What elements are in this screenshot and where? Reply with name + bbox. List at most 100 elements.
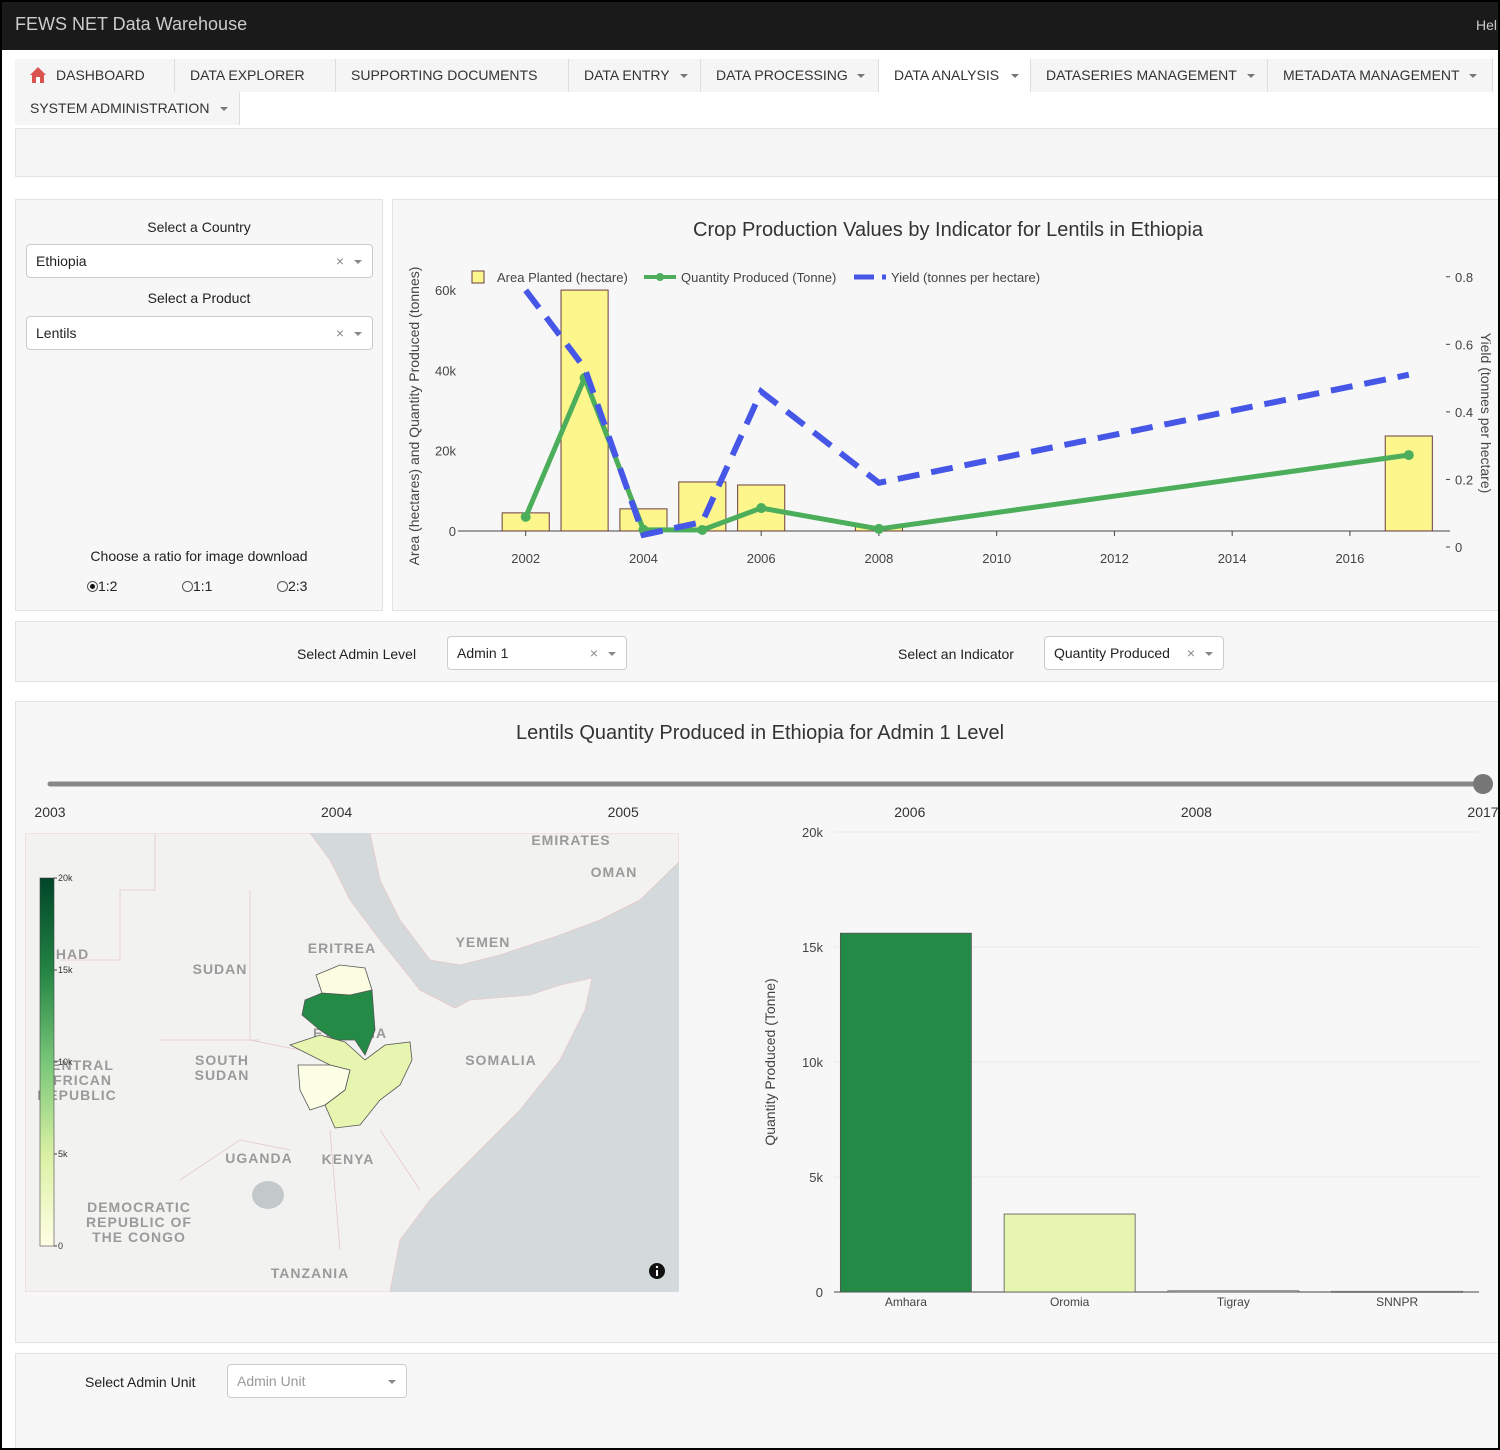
country-dropdown[interactable]: Ethiopia × bbox=[26, 244, 373, 278]
x-tick-label: 2002 bbox=[511, 551, 540, 566]
nav-tab[interactable]: DATA PROCESSING bbox=[701, 59, 879, 92]
x-tick-label: 2006 bbox=[747, 551, 776, 566]
colorbar-tick-label: 10k bbox=[58, 1057, 73, 1067]
ratio-option-label: 1:1 bbox=[193, 578, 213, 594]
map-label: REPUBLIC bbox=[37, 1087, 117, 1103]
y2-tick-label: 0.6 bbox=[1455, 337, 1473, 352]
y-tick-label: 40k bbox=[435, 363, 456, 378]
x-tick-label: Tigray bbox=[1217, 1295, 1250, 1309]
country-label: Select a Country bbox=[147, 219, 251, 235]
nav-tab-label: DATA PROCESSING bbox=[716, 67, 848, 83]
caret-icon bbox=[354, 260, 362, 264]
y-axis-title: Area (hectares) and Quantity Produced (t… bbox=[406, 267, 422, 566]
x-tick-label: 2012 bbox=[1100, 551, 1129, 566]
app-title[interactable]: FEWS NET Data Warehouse bbox=[15, 14, 248, 34]
ratio-option-label: 2:3 bbox=[288, 578, 308, 594]
slider-step-label: 2005 bbox=[608, 804, 639, 820]
product-dropdown[interactable]: Lentils × bbox=[26, 316, 373, 350]
x-tick-label: 2004 bbox=[629, 551, 658, 566]
nav-tab[interactable]: DASHBOARD bbox=[15, 59, 175, 92]
map-label: REPUBLIC OF bbox=[86, 1214, 192, 1230]
caret-icon bbox=[857, 74, 865, 78]
radio-button[interactable] bbox=[277, 581, 288, 592]
map-label: THE CONGO bbox=[92, 1229, 186, 1245]
nav-tab-label: SYSTEM ADMINISTRATION bbox=[30, 100, 210, 116]
nav-tab-active[interactable]: DATA ANALYSIS bbox=[879, 59, 1031, 92]
caret-icon bbox=[1205, 652, 1213, 656]
controls-panel: Select a Country Ethiopia × Select a Prod… bbox=[15, 199, 383, 611]
caret-icon bbox=[1469, 74, 1477, 78]
y2-tick-label: 0.8 bbox=[1455, 270, 1473, 285]
legend-marker bbox=[656, 273, 664, 281]
map-land bbox=[25, 833, 593, 1292]
nav-tab[interactable]: DATA ENTRY bbox=[569, 59, 701, 92]
map-label: EMIRATES bbox=[531, 832, 610, 848]
chart-title: Crop Production Values by Indicator for … bbox=[693, 219, 1204, 241]
info-glyph bbox=[655, 1265, 659, 1269]
help-link[interactable]: Help bbox=[1476, 17, 1500, 33]
marker bbox=[697, 524, 708, 535]
ratio-option[interactable]: 1:2 bbox=[87, 578, 117, 594]
legend-swatch bbox=[471, 270, 485, 284]
map-label: CENTRAL bbox=[40, 1057, 114, 1073]
admin-unit-dropdown[interactable]: Admin Unit bbox=[227, 1364, 407, 1398]
admin-level-dropdown[interactable]: Admin 1 × bbox=[447, 636, 627, 670]
map-label: SOMALIA bbox=[465, 1052, 537, 1068]
x-tick-label: 2014 bbox=[1218, 551, 1247, 566]
colorbar-tick-label: 5k bbox=[58, 1149, 68, 1159]
nav-tab[interactable]: DATA EXPLORER bbox=[175, 59, 336, 92]
ratio-option[interactable]: 2:3 bbox=[277, 578, 307, 594]
caret-icon bbox=[1247, 74, 1255, 78]
bar bbox=[1003, 1213, 1136, 1293]
nav-tab[interactable]: DATASERIES MANAGEMENT bbox=[1031, 59, 1268, 92]
clear-icon: × bbox=[589, 645, 598, 661]
nav-tab-label: DATA ANALYSIS bbox=[894, 67, 1000, 83]
ratio-option[interactable]: 1:1 bbox=[182, 578, 212, 594]
radio-button[interactable] bbox=[87, 581, 98, 592]
map-label: YEMEN bbox=[456, 934, 511, 950]
line bbox=[523, 288, 1410, 539]
colorbar-tick-label: 0 bbox=[58, 1241, 63, 1251]
caret-icon bbox=[388, 1380, 396, 1384]
map-region bbox=[297, 1064, 351, 1111]
home-icon bbox=[30, 67, 46, 83]
y2-tick-label: 0.4 bbox=[1455, 405, 1473, 420]
map-label: ERITREA bbox=[308, 940, 376, 956]
filters-panel: Select Admin Level Admin 1 × Select an In… bbox=[15, 621, 1500, 682]
indicator-dropdown[interactable]: Quantity Produced × bbox=[1044, 636, 1224, 670]
x-tick-label: 2010 bbox=[982, 551, 1011, 566]
dropdown-value: Quantity Produced bbox=[1054, 645, 1170, 661]
slider-step-label: 2017 bbox=[1467, 804, 1498, 820]
ratio-option-label: 1:2 bbox=[98, 578, 118, 594]
admin-unit-panel: Select Admin Unit Admin Unit bbox=[15, 1353, 1500, 1450]
map-borders bbox=[60, 833, 421, 1251]
nav-tab[interactable]: METADATA MANAGEMENT bbox=[1268, 59, 1493, 92]
radio-button[interactable] bbox=[182, 581, 193, 592]
bar bbox=[1331, 1290, 1464, 1293]
legend-label: Yield (tonnes per hectare) bbox=[891, 270, 1040, 285]
slider-handle[interactable] bbox=[1473, 774, 1493, 794]
y2-axis-title: Yield (tonnes per hectare) bbox=[1478, 333, 1494, 494]
y-axis-title: Quantity Produced (Tonne) bbox=[762, 978, 778, 1145]
map[interactable]: EMIRATESOMANYEMENERITREASUDANETHIOPIASOU… bbox=[25, 832, 679, 1292]
map-land bbox=[369, 833, 679, 966]
admin-unit-label: Select Admin Unit bbox=[85, 1374, 196, 1390]
dropdown-placeholder: Admin Unit bbox=[237, 1373, 306, 1389]
nav-tab[interactable]: SUPPORTING DOCUMENTS bbox=[336, 59, 569, 92]
y2-tick-label: 0 bbox=[1455, 540, 1462, 555]
caret-icon bbox=[1011, 74, 1019, 78]
x-tick-label: Oromia bbox=[1050, 1295, 1090, 1309]
nav-tab[interactable]: SYSTEM ADMINISTRATION bbox=[15, 92, 240, 125]
slider-step-label: 2003 bbox=[34, 804, 65, 820]
y-tick-label: 20k bbox=[435, 444, 456, 459]
y-tick-label: 5k bbox=[809, 1170, 823, 1185]
map-region bbox=[315, 964, 373, 996]
y-tick-label: 10k bbox=[802, 1055, 823, 1070]
marker bbox=[520, 511, 531, 522]
bar bbox=[839, 932, 972, 1293]
nav-tab-label: DATASERIES MANAGEMENT bbox=[1046, 67, 1237, 83]
dropdown-value: Admin 1 bbox=[457, 645, 509, 661]
